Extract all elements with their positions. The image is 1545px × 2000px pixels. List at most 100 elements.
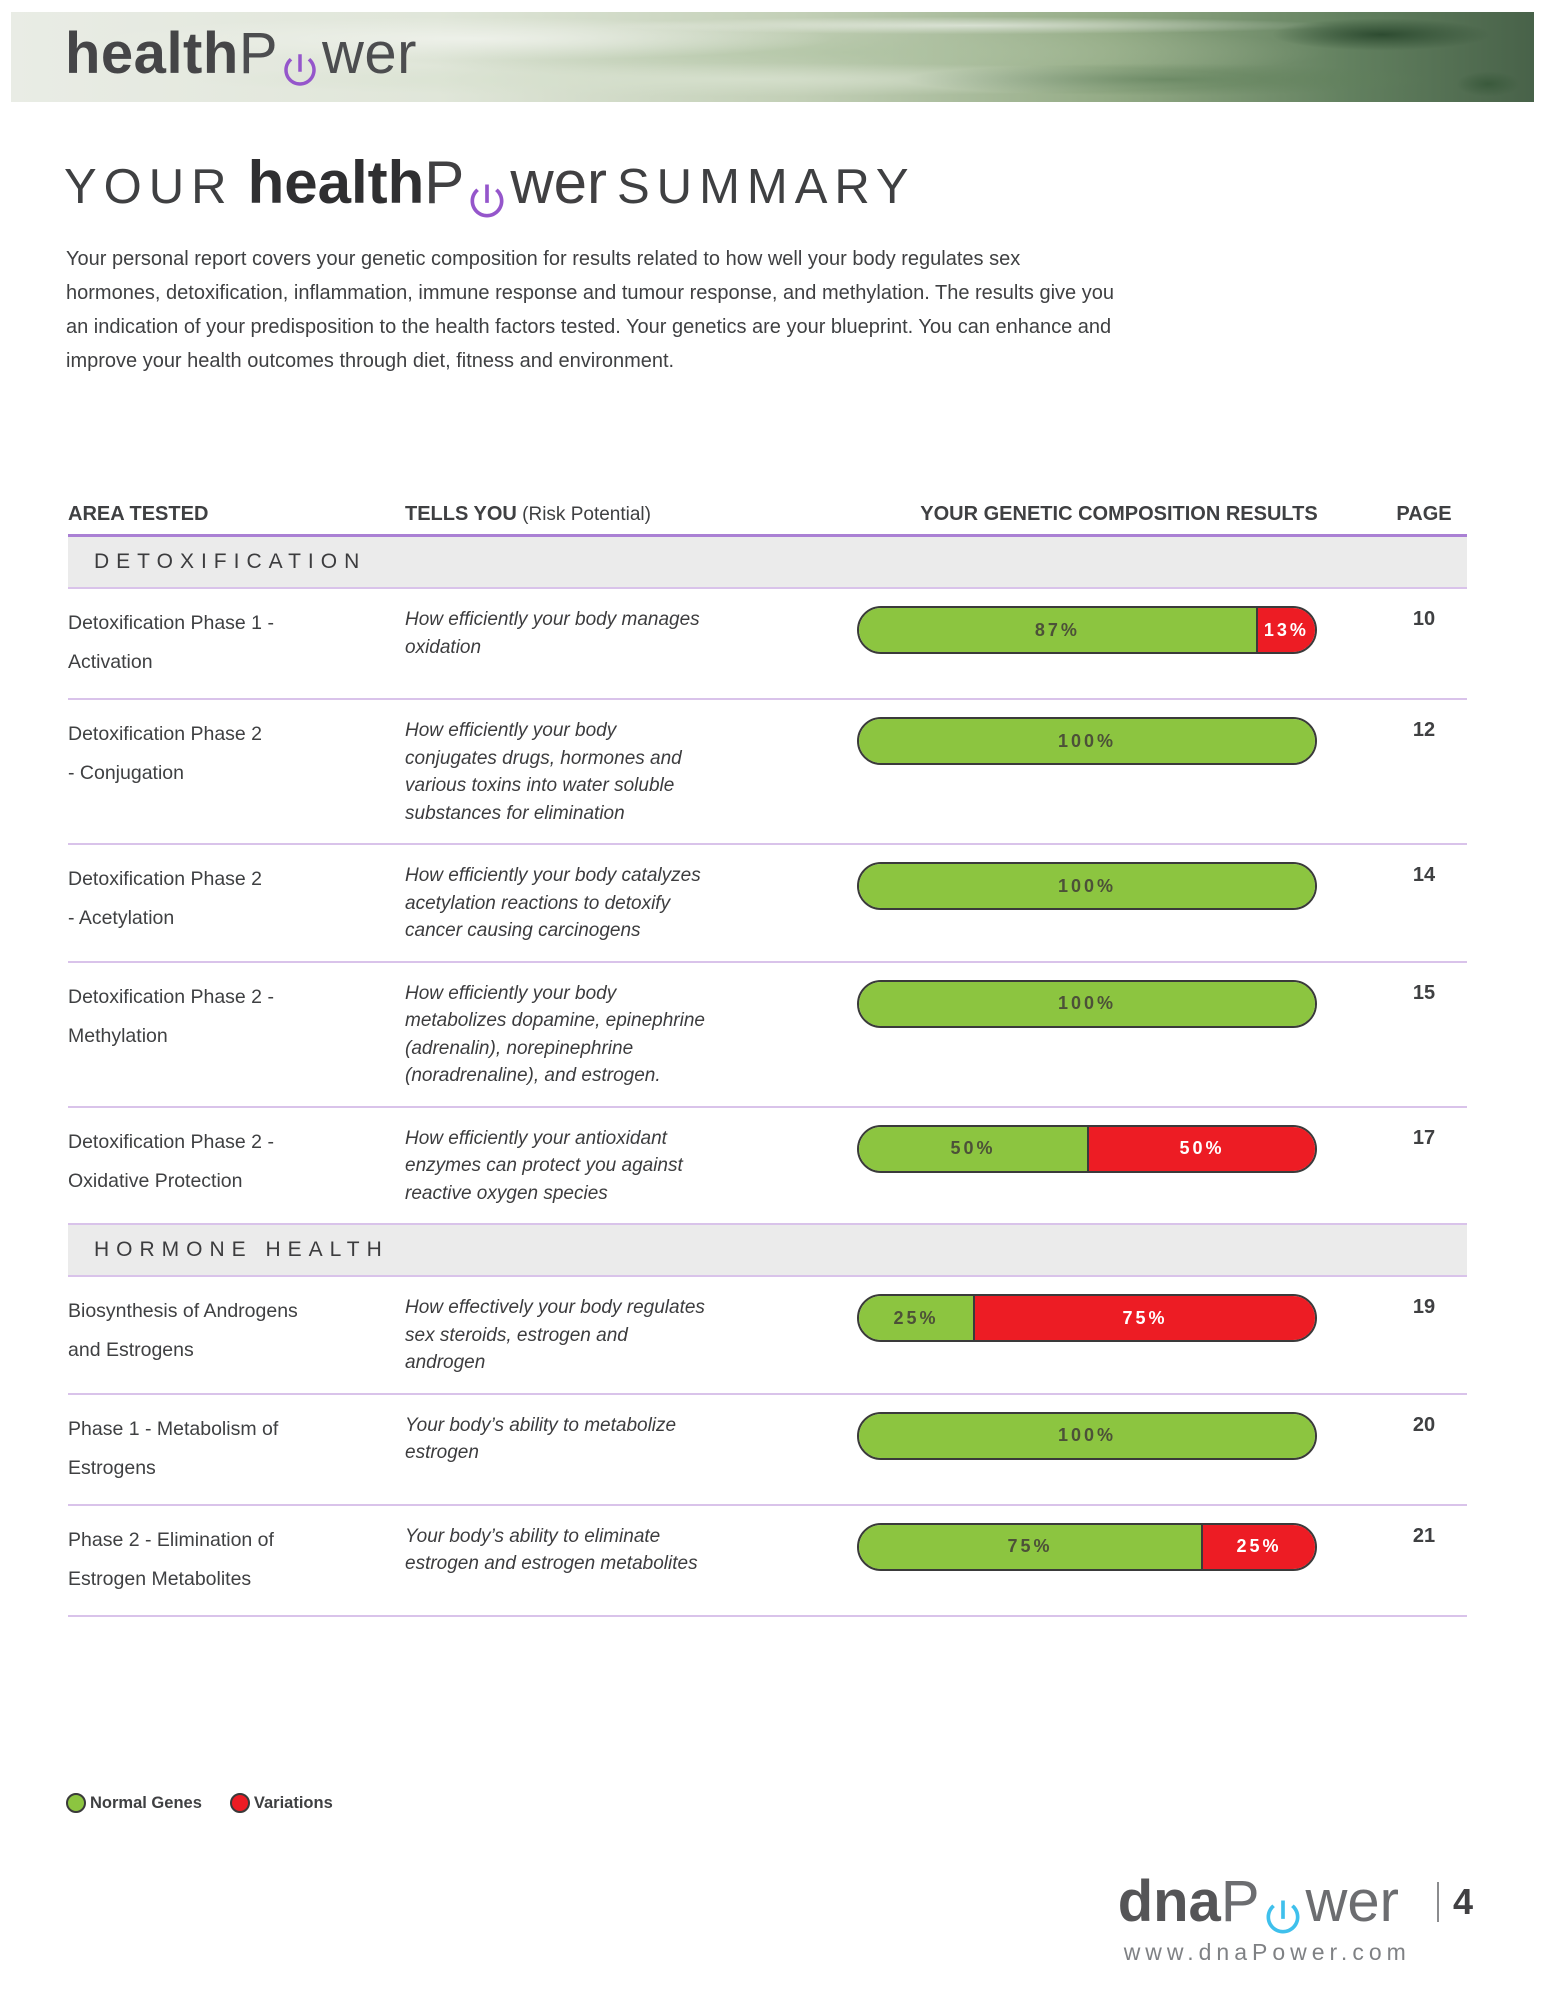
variations-percent: 75% [1122,1307,1168,1328]
genetic-composition-bar: 50% 50% [857,1124,1317,1173]
intro-line: Your personal report covers your genetic… [66,248,1021,270]
row-divider [68,960,1467,963]
table-header-row: AREA TESTED TELLS YOU (Risk Potential) Y… [68,503,1467,534]
variations-dot-icon [229,1793,250,1813]
website-url: www.dnaPower.com [1123,1939,1411,1965]
row-divider [68,1105,1467,1108]
result-cell: 100% [857,860,1381,945]
legend-item-normal: Normal Genes [66,1793,202,1813]
tells-you-main: TELLS YOU [405,503,517,525]
variations-segment: 25% [1203,1524,1315,1569]
area-line-1: Phase 1 - Metabolism of [68,1417,279,1440]
legend-label: Variations [253,1793,333,1812]
area-line-1: Detoxification Phase 2 - [68,985,274,1008]
area-line-2: and Estrogens [68,1339,194,1361]
row-divider [68,1614,1467,1617]
area-tested-cell: Detoxification Phase 2 - Methylation [68,978,405,1090]
normal-genes-percent: 100% [1057,993,1117,1013]
footer-dna-text: dna [1117,1869,1221,1934]
normal-genes-segment: 75% [859,1524,1203,1569]
tells-you-cell: How efficiently your antioxidant enzymes… [405,1127,683,1204]
divider-bar [1436,1881,1439,1922]
area-line-2: Methylation [68,1024,168,1047]
col-header-tells-you: TELLS YOU (Risk Potential) [405,503,857,526]
variations-segment: 75% [975,1296,1315,1340]
page-number: 15 [1412,981,1436,1004]
tells-you-cell: How effectively your body regulates sex … [405,1297,705,1373]
normal-genes-percent: 100% [1057,730,1117,751]
summary-table: AREA TESTED TELLS YOU (Risk Potential) Y… [68,503,1467,1617]
page-number: 19 [1412,1296,1436,1318]
normal-genes-segment: 25% [859,1296,975,1340]
area-line-2: - Acetylation [68,907,175,929]
table-row: Phase 2 - Elimination of Estrogen Metabo… [68,1506,1467,1615]
intro-line: hormones, detoxification, inflammation, … [66,282,1114,304]
power-icon [279,38,321,86]
area-line-1: Detoxification Phase 2 [68,723,263,745]
normal-genes-segment: 100% [859,719,1315,763]
genetic-composition-bar: 75% 25% [857,1522,1317,1571]
tells-you-cell: How efficiently your body conjugates dru… [405,720,682,824]
title-health: health [247,149,425,216]
page-indicator: 4 [1436,1880,1473,1923]
logo-health-text: health [65,21,239,86]
legend-label: Normal Genes [90,1793,202,1812]
area-tested-cell: Biosynthesis of Androgens and Estrogens [68,1292,405,1377]
normal-genes-percent: 100% [1057,1425,1117,1445]
variations-percent: 13% [1263,619,1309,640]
area-line-1: Detoxification Phase 2 - [68,1130,274,1153]
variations-percent: 50% [1179,1138,1225,1158]
tells-you-cell: Your body’s ability to metabolize estrog… [405,1414,677,1464]
genetic-composition-bar: 100% [857,717,1317,765]
page-number: 20 [1412,1413,1436,1436]
normal-genes-dot-icon [66,1793,86,1813]
title-your: YOUR [64,160,234,214]
area-tested-cell: Phase 2 - Elimination of Estrogen Metabo… [68,1521,405,1599]
table-row: Phase 1 - Metabolism of Estrogens Your b… [68,1395,1467,1504]
normal-genes-segment: 100% [859,981,1315,1026]
col-header-area-tested: AREA TESTED [68,503,209,525]
normal-genes-percent: 87% [1034,619,1080,640]
table-row: Biosynthesis of Androgens and Estrogens … [68,1277,1467,1393]
normal-genes-percent: 50% [950,1138,996,1158]
genetic-composition-bar: 100% [857,979,1317,1028]
table-row: Detoxification Phase 2 - Acetylation How… [68,845,1467,961]
tells-you-cell: How efficiently your body metabolizes do… [405,982,705,1087]
area-tested-cell: Phase 1 - Metabolism of Estrogens [68,1410,405,1488]
section-header: DETOXIFICATION [68,537,1467,587]
row-divider [68,1223,1467,1225]
col-header-page: PAGE [1396,503,1452,525]
tells-you-sub: (Risk Potential) [516,504,651,525]
footer-wer-text: wer [1305,1869,1399,1934]
intro-paragraph: Your personal report covers your genetic… [66,242,1196,378]
area-line-2: Activation [68,651,153,673]
footer-p-text: P [1220,1869,1260,1934]
result-cell: 25% 75% [857,1292,1381,1377]
table-row: Detoxification Phase 2 - Conjugation How… [68,700,1467,843]
variations-segment: 50% [1089,1126,1315,1171]
row-divider [68,1275,1467,1277]
table-row: Detoxification Phase 2 - Oxidative Prote… [68,1108,1467,1224]
area-tested-cell: Detoxification Phase 2 - Oxidative Prote… [68,1123,405,1208]
row-divider [68,698,1467,700]
intro-line: an indication of your predisposition to … [66,316,1112,338]
area-line-2: Estrogen Metabolites [68,1567,252,1590]
intro-line: improve your health outcomes through die… [66,350,675,372]
result-cell: 100% [857,715,1381,827]
power-icon [1261,1886,1305,1933]
page-number: 17 [1412,1126,1436,1149]
result-cell: 100% [857,978,1381,1090]
footer-page-number: 4 [1452,1880,1473,1922]
legend-item-variations: Variations [229,1793,333,1813]
section-header: HORMONE HEALTH [68,1225,1467,1275]
legend: Normal Genes Variations [66,1793,361,1813]
genetic-composition-bar: 87% 13% [857,606,1317,654]
genetic-composition-bar: 25% 75% [857,1294,1317,1342]
title-wer: wer [510,149,607,216]
normal-genes-percent: 75% [1007,1536,1053,1556]
